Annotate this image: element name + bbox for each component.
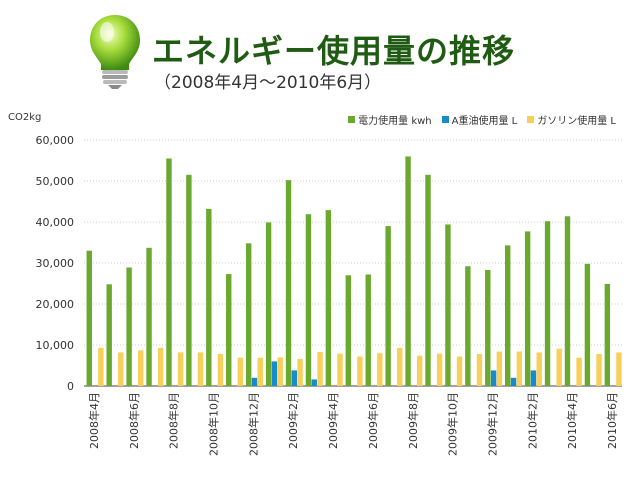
bar (166, 158, 172, 386)
legend-swatch-electricity (348, 116, 356, 123)
bar (265, 222, 272, 386)
bar (251, 377, 258, 386)
page-subtitle: （2008年4月～2010年6月） (154, 73, 382, 93)
y-tick-label: 40,000 (36, 216, 75, 229)
legend-swatch-gasoline (527, 116, 535, 123)
bar (206, 208, 212, 386)
y-tick-label: 50,000 (36, 175, 75, 188)
page-title: エネルギー使用量の推移 (152, 32, 516, 70)
bar (397, 347, 403, 386)
bar (596, 354, 602, 386)
bar (146, 247, 152, 386)
bar (516, 351, 523, 386)
bar (217, 354, 224, 386)
bar (357, 356, 363, 386)
bar (226, 274, 232, 386)
x-tick-label: 2008年4月 (87, 392, 101, 449)
x-tick-label: 2008年10月 (207, 392, 221, 456)
bar (118, 352, 124, 386)
bar (197, 352, 204, 386)
bar (405, 156, 411, 386)
legend-label-electricity: 電力使用量 kwh (358, 116, 432, 127)
y-tick-label: 30,000 (36, 257, 75, 270)
bar (106, 284, 112, 386)
bar (584, 263, 591, 386)
bar (485, 269, 491, 386)
light-bulb-icon (86, 12, 144, 90)
x-tick-label: 2010年6月 (605, 392, 619, 449)
x-tick-label: 2009年12月 (485, 392, 499, 456)
y-tick-label: 10,000 (36, 339, 75, 352)
bar (564, 216, 571, 386)
bar (245, 243, 252, 386)
legend-item-electricity: 電力使用量 kwh (348, 112, 432, 127)
x-tick-label: 2009年4月 (326, 392, 340, 449)
bar (496, 351, 503, 386)
y-tick-label: 0 (67, 380, 74, 393)
bar (616, 352, 622, 386)
legend-swatch-heavy-oil (441, 116, 449, 123)
bar (556, 348, 562, 386)
y-tick-label: 20,000 (36, 298, 75, 311)
bar (177, 352, 184, 386)
bar (544, 221, 551, 386)
bar (465, 266, 471, 386)
chart-legend: 電力使用量 kwh A重油使用量 L ガソリン使用量 L (348, 112, 616, 127)
bar (436, 353, 443, 386)
bar (530, 370, 537, 386)
bar (536, 352, 542, 386)
bar (604, 283, 611, 386)
bar (510, 377, 517, 386)
bar (305, 214, 312, 386)
y-tick-label: 60,000 (36, 134, 75, 147)
bar (337, 353, 343, 386)
legend-item-gasoline: ガソリン使用量 L (527, 112, 616, 127)
bar (505, 245, 511, 386)
bar (86, 250, 92, 386)
x-tick-label: 2009年6月 (366, 392, 380, 449)
bar (476, 354, 483, 386)
bar (237, 357, 244, 386)
bar (576, 357, 582, 386)
y-axis-unit-label: CO2kg (8, 112, 42, 123)
x-tick-label: 2008年12月 (246, 392, 260, 456)
x-tick-label: 2009年2月 (286, 392, 300, 449)
bar (377, 353, 383, 386)
bar (186, 174, 192, 386)
bar (524, 231, 531, 386)
legend-item-heavy-oil: A重油使用量 L (441, 112, 518, 127)
bar (490, 370, 497, 386)
x-tick-label: 2009年10月 (446, 392, 460, 456)
x-tick-label: 2008年8月 (167, 392, 181, 449)
bar (345, 275, 351, 386)
x-tick-label: 2010年2月 (525, 392, 539, 449)
bar (445, 224, 451, 386)
x-tick-label: 2010年4月 (565, 392, 579, 449)
x-tick-label: 2008年6月 (127, 392, 141, 449)
bar (325, 210, 332, 386)
legend-label-heavy-oil: A重油使用量 L (451, 116, 518, 127)
bar (277, 357, 283, 386)
bar (311, 379, 317, 386)
bar (98, 347, 104, 386)
bar (291, 370, 298, 386)
bar (138, 350, 144, 386)
bar (126, 267, 132, 386)
legend-label-gasoline: ガソリン使用量 L (537, 116, 616, 127)
x-tick-label: 2009年8月 (406, 392, 420, 449)
bar (416, 355, 423, 386)
bar (365, 274, 371, 386)
bar (317, 351, 323, 386)
bar (456, 356, 463, 386)
bar (385, 226, 391, 386)
bar (257, 357, 263, 386)
bar (425, 174, 431, 386)
bar (297, 358, 303, 386)
bar (285, 180, 292, 386)
bar (157, 347, 164, 386)
bar (271, 361, 278, 386)
